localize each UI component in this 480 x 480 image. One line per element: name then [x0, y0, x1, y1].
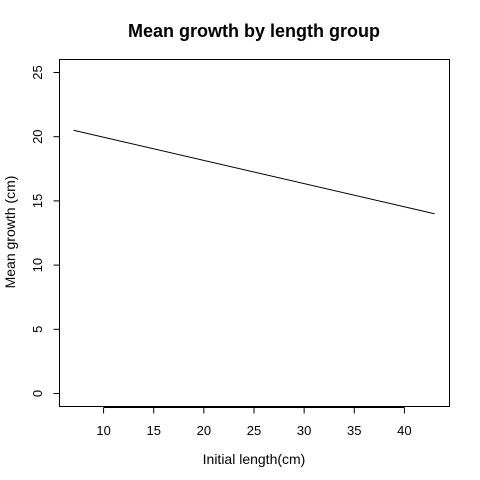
- y-tick-label: 5: [30, 326, 45, 333]
- y-tick-label: 10: [30, 258, 45, 272]
- y-axis-label: Mean growth (cm): [2, 176, 18, 289]
- x-tick-label: 20: [197, 423, 211, 438]
- y-tick-label: 25: [30, 65, 45, 79]
- x-tick-label: 30: [297, 423, 311, 438]
- chart-title: Mean growth by length group: [128, 21, 380, 41]
- y-tick-label: 0: [30, 390, 45, 397]
- y-tick-label: 20: [30, 129, 45, 143]
- x-tick-label: 35: [347, 423, 361, 438]
- y-tick-label: 15: [30, 194, 45, 208]
- series-line-0: [73, 129, 435, 215]
- series-layer: [73, 129, 435, 215]
- x-axis-label: Initial length(cm): [203, 451, 306, 467]
- x-tick-label: 10: [96, 423, 110, 438]
- x-axis: 10 15 20 25 30 35 40: [96, 407, 412, 438]
- y-axis: 0 5 10 15 20 25: [30, 65, 60, 397]
- x-tick-label: 25: [247, 423, 261, 438]
- x-tick-label: 15: [146, 423, 160, 438]
- x-tick-label: 40: [397, 423, 411, 438]
- plot-frame: [59, 59, 450, 407]
